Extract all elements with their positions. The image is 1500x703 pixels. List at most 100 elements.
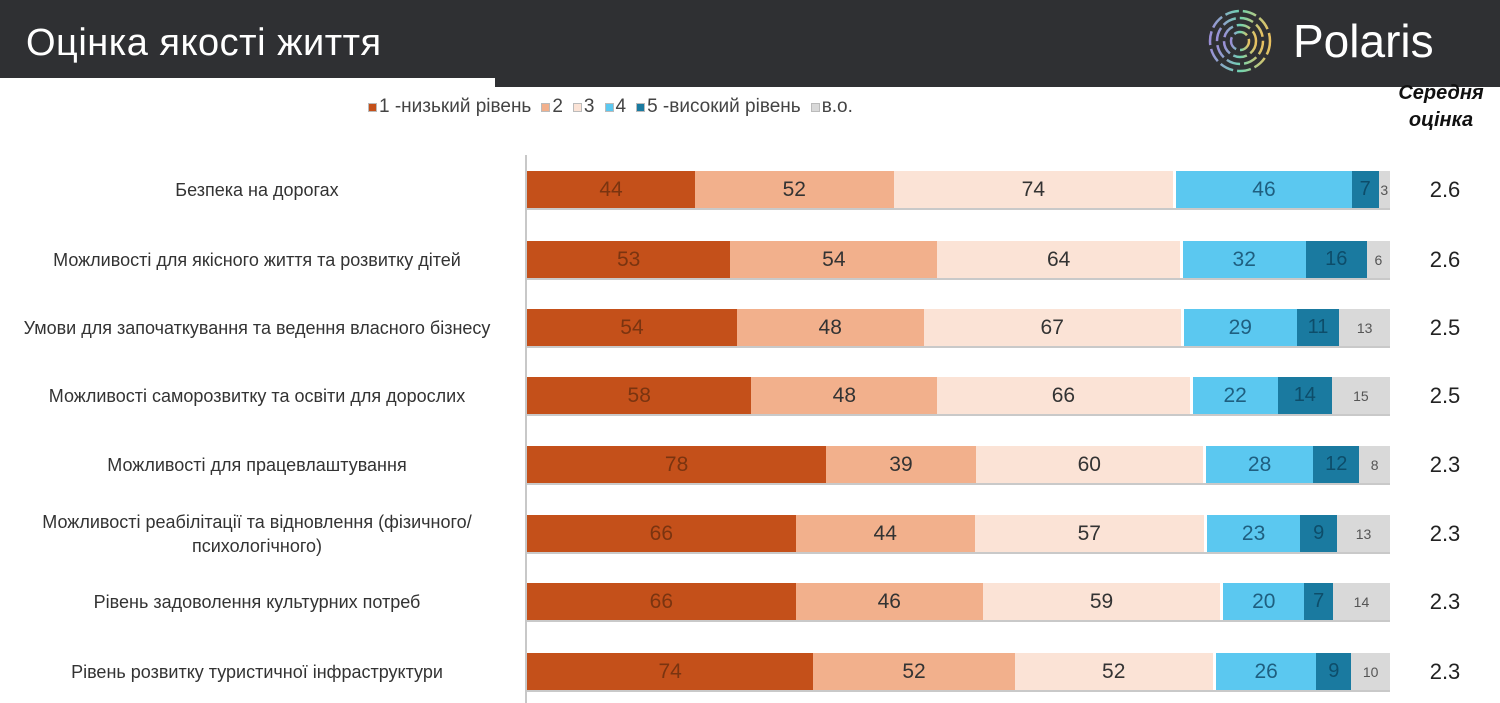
bar-row: 54 48 67 29 11 13 [527,309,1390,346]
data-label: 15 [1353,387,1369,404]
data-label: 10 [1362,663,1379,680]
legend-item: 4 [604,96,626,118]
data-label: 9 [1328,660,1340,682]
category-label-text: Рівень розвитку туристичної інфраструкту… [71,662,443,682]
data-label: 52 [782,177,806,201]
brand-name: Polaris [1293,15,1434,67]
legend-label: 5 -високий рівень [647,96,801,117]
bar-segment: 57 [974,515,1207,552]
category-label: Можливості для працевлаштування [0,437,514,493]
data-label: 64 [1046,247,1071,271]
bar-segment: 20 [1223,583,1305,620]
data-label: 74 [1021,177,1046,201]
data-label: 53 [616,247,641,271]
legend-swatch [541,102,551,112]
bar-segment: 7 [1304,583,1333,620]
data-label: 48 [818,315,842,339]
bar-segment: 59 [982,583,1224,620]
data-label: 46 [1252,177,1276,201]
data-label: 16 [1325,248,1348,270]
data-label: 44 [599,177,623,201]
chart-legend: 1 -низький рівень 2 3 4 5 -високий рівень в.о… [368,96,853,118]
bar-segment: 22 [1192,377,1278,414]
legend-swatch [636,102,646,112]
category-label: Можливості реабілітації та відновлення (… [0,506,514,562]
category-label: Рівень розвитку туристичної інфраструкту… [0,644,514,700]
data-label: 14 [1293,384,1316,406]
bar-segment: 46 [1176,171,1352,208]
data-label: 23 [1241,521,1266,545]
legend-item: 1 -низький рівень [368,96,531,118]
mean-score-header: Середня оцінка [1382,80,1500,134]
bar-row: 66 44 57 23 9 13 [527,515,1390,552]
legend-label: 3 [583,96,595,117]
mean-score: 2.6 [1429,177,1461,202]
category-label: Умови для започаткування та ведення влас… [0,300,514,356]
data-label: 32 [1232,247,1256,271]
mean-score: 2.3 [1429,659,1461,684]
bar-segment: 15 [1331,377,1390,414]
data-label: 28 [1247,452,1272,476]
data-label: 13 [1356,319,1373,336]
bar-segment: 48 [751,377,938,414]
bar-segment: 14 [1332,583,1390,620]
category-label-text: Можливості для якісного життя та розвитк… [53,250,461,270]
bar-segment: 13 [1337,515,1390,552]
data-label: 3 [1380,181,1389,198]
bar-segment: 23 [1206,515,1301,552]
bar-segment: 9 [1316,653,1352,690]
bar-segment: 14 [1277,377,1332,414]
data-label: 54 [620,315,644,339]
data-label: 26 [1254,659,1278,683]
category-label: Безпека на дорогах [0,162,514,218]
data-label: 14 [1353,593,1370,610]
data-label: 52 [1102,659,1126,683]
bar-segment: 52 [1014,653,1216,690]
data-label: 57 [1077,521,1101,545]
legend-swatch [604,102,614,112]
data-label: 48 [832,383,856,407]
mean-score: 2.6 [1429,247,1461,272]
legend-label: в.о. [821,96,853,117]
data-label: 46 [877,589,901,613]
category-label-text: Можливості реабілітації та відновлення (… [42,512,472,556]
bar-segment: 44 [527,171,696,208]
legend-swatch [572,102,582,112]
bar-segment: 66 [527,515,796,552]
mean-header-line1: Середня [1398,82,1484,104]
bar-segment: 28 [1205,446,1314,483]
category-label-text: Можливості саморозвитку та освіти для до… [48,386,466,406]
bar-segment: 54 [730,241,938,278]
bar-row: 74 52 52 26 9 10 [527,653,1390,690]
bar-segment: 32 [1182,241,1306,278]
bar-segment: 44 [795,515,975,552]
data-label: 54 [822,247,846,271]
data-label: 44 [873,521,897,545]
bar-row: 58 48 66 22 14 15 [527,377,1390,414]
mean-score: 2.3 [1429,452,1461,477]
legend-swatch [368,102,377,112]
bar-segment: 7 [1351,171,1379,208]
category-label-text: Умови для започаткування та ведення влас… [23,318,491,338]
bar-segment: 3 [1378,171,1390,208]
category-label-text: Можливості для працевлаштування [107,455,407,475]
bar-row: 78 39 60 28 12 8 [527,446,1390,483]
category-label-text: Рівень задоволення культурних потреб [93,592,421,612]
data-label: 58 [627,383,651,407]
bar-segment: 74 [527,653,814,690]
data-label: 9 [1313,522,1325,544]
mean-score: 2.5 [1429,383,1461,408]
data-label: 29 [1228,315,1252,339]
legend-label: 1 -низький рівень [379,96,532,117]
data-label: 7 [1313,590,1325,612]
bar-segment: 54 [527,309,737,346]
bar-segment: 46 [795,583,983,620]
legend-swatch [810,102,820,112]
data-label: 52 [902,659,926,683]
bar-segment: 39 [826,446,976,483]
header-bar [495,0,1500,87]
data-label: 67 [1040,315,1064,339]
bar-segment: 78 [527,446,827,483]
data-label: 60 [1077,452,1101,476]
bar-row: 53 54 64 32 16 6 [527,241,1390,278]
